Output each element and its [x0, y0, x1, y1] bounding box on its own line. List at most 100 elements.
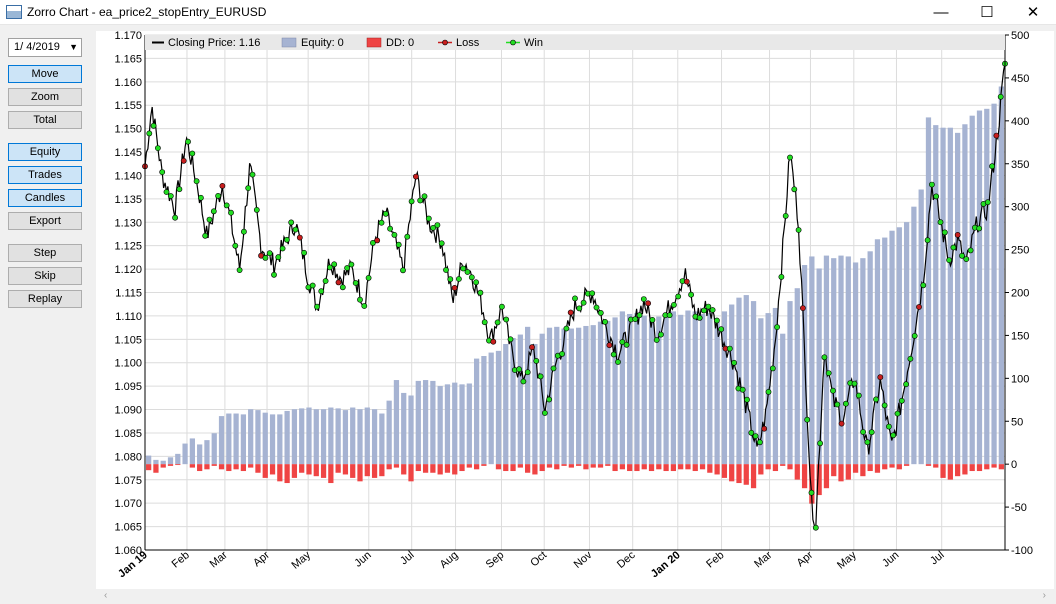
drawdown-bar — [459, 464, 465, 472]
replay-button[interactable]: Replay — [8, 290, 82, 308]
win-trade-marker — [524, 369, 531, 376]
win-trade-marker — [223, 202, 230, 209]
loss-trade-marker — [567, 309, 574, 316]
drawdown-bar — [838, 464, 844, 482]
left-tick-label: 1.100 — [114, 358, 142, 370]
win-trade-marker — [309, 282, 316, 289]
win-trade-marker — [752, 433, 759, 439]
horizontal-scrollbar[interactable]: ‹ › — [96, 589, 1054, 604]
drawdown-bar — [561, 464, 567, 466]
left-tick-label: 1.135 — [114, 194, 142, 206]
right-tick-label: -100 — [1011, 545, 1033, 557]
x-tick-label: Apr — [251, 549, 272, 569]
drawdown-bar — [707, 464, 713, 473]
win-trade-marker — [473, 279, 479, 286]
equity-bar — [634, 313, 640, 465]
candles-button[interactable]: Candles — [8, 189, 82, 207]
drawdown-bar — [882, 464, 888, 470]
win-trade-marker — [580, 299, 587, 306]
win-trade-marker — [658, 331, 664, 338]
chevron-down-icon[interactable]: ▼ — [69, 42, 78, 52]
equity-bar — [576, 327, 582, 465]
equity-bar — [867, 251, 873, 465]
loss-trade-marker — [335, 279, 342, 286]
win-trade-marker — [369, 239, 376, 246]
win-trade-marker — [911, 332, 918, 339]
minimize-button[interactable]: — — [933, 3, 949, 21]
drawdown-bar — [984, 464, 990, 470]
left-tick-label: 1.080 — [114, 451, 142, 463]
price-chart: 1.060 1.065 1.070 1.075 1.080 1.085 1.090 1.095… — [114, 30, 1033, 580]
drawdown-bar — [211, 464, 217, 466]
scroll-right-icon[interactable]: › — [1042, 590, 1046, 601]
total-button[interactable]: Total — [8, 111, 82, 129]
equity-bar — [350, 407, 356, 465]
close-button[interactable]: ✕ — [1026, 4, 1040, 21]
equity-bar — [656, 316, 662, 465]
equity-bar — [852, 262, 859, 465]
win-trade-marker — [176, 186, 183, 193]
win-trade-marker — [189, 150, 196, 157]
left-tick-label: 1.065 — [114, 522, 142, 534]
drawdown-bar — [197, 464, 203, 472]
win-trade-marker — [391, 231, 398, 238]
drawdown-bar — [473, 464, 480, 470]
equity-bar — [379, 413, 385, 465]
drawdown-bar — [699, 464, 706, 470]
equity-bar — [328, 407, 334, 465]
loss-trade-marker — [683, 278, 690, 285]
win-trade-marker — [778, 273, 785, 280]
drawdown-bar — [495, 464, 502, 470]
drawdown-bar — [160, 464, 166, 468]
equity-bar — [597, 321, 604, 465]
win-trade-marker — [314, 303, 320, 310]
drawdown-bar — [371, 464, 378, 478]
equity-bar — [539, 333, 545, 465]
win-trade-marker — [636, 312, 643, 319]
drawdown-bar — [962, 464, 968, 475]
date-picker[interactable]: 1/ 4/2019 ▼ — [8, 38, 82, 57]
win-trade-marker — [843, 400, 849, 407]
x-tick-label: Feb — [704, 549, 726, 570]
drawdown-bar — [670, 464, 677, 472]
legend-price-label: Closing Price: 1.16 — [168, 37, 261, 49]
scroll-left-icon[interactable]: ‹ — [104, 590, 108, 601]
equity-bar — [393, 380, 400, 465]
export-button[interactable]: Export — [8, 212, 82, 230]
equity-bar — [371, 409, 378, 465]
equity-bar — [896, 227, 902, 465]
equity-bar — [342, 410, 349, 465]
drawdown-bar — [422, 464, 429, 473]
win-trade-marker — [421, 193, 428, 200]
drawdown-bar — [627, 464, 633, 472]
equity-button[interactable]: Equity — [8, 143, 82, 161]
loss-trade-marker — [838, 420, 845, 427]
win-trade-marker — [443, 267, 449, 273]
x-tick-label: Oct — [528, 549, 549, 569]
skip-button[interactable]: Skip — [8, 267, 82, 285]
win-trade-marker — [744, 396, 750, 403]
equity-bar — [532, 344, 538, 465]
win-trade-marker — [167, 193, 174, 199]
drawdown-bar — [597, 464, 604, 468]
trades-button[interactable]: Trades — [8, 166, 82, 184]
right-tick-label: 300 — [1011, 202, 1029, 214]
equity-bar — [240, 414, 247, 465]
right-tick-label: 0 — [1011, 459, 1017, 471]
maximize-button[interactable]: ☐ — [980, 4, 994, 21]
drawdown-bar — [860, 464, 866, 477]
legend-dd-label: DD: 0 — [386, 37, 415, 49]
equity-bar — [940, 127, 946, 465]
equity-bar — [918, 189, 924, 465]
win-trade-marker — [232, 242, 239, 249]
drawdown-bar — [408, 464, 414, 482]
equity-bar — [430, 380, 436, 465]
move-button[interactable]: Move — [8, 65, 82, 83]
win-trade-marker — [150, 122, 157, 129]
zoom-button[interactable]: Zoom — [8, 88, 82, 106]
step-button[interactable]: Step — [8, 244, 82, 262]
drawdown-bar — [364, 464, 370, 477]
x-tick-label: Nov — [572, 549, 595, 571]
left-tick-label: 1.155 — [114, 100, 142, 112]
win-trade-marker — [950, 244, 957, 251]
